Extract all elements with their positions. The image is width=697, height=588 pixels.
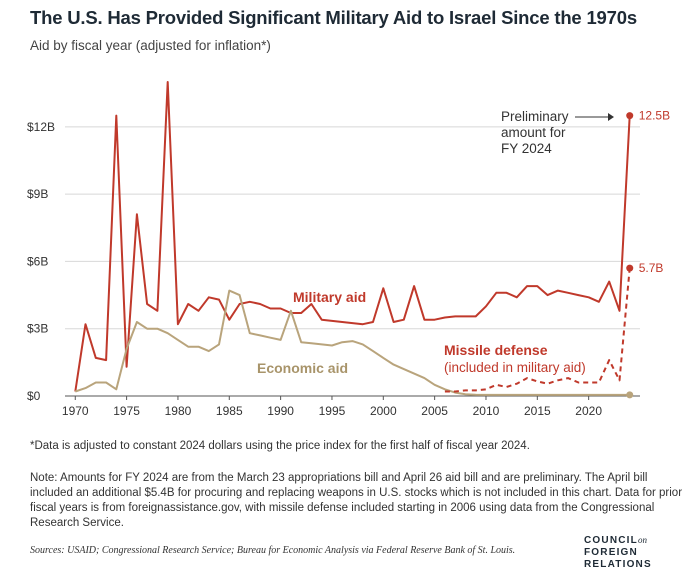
- missile-defense-sublabel: (included in military aid): [444, 360, 586, 375]
- preliminary-note: Preliminary: [501, 109, 569, 124]
- series-lines: [74, 81, 634, 399]
- chart-subtitle: Aid by fiscal year (adjusted for inflati…: [30, 38, 271, 53]
- preliminary-note: amount for: [501, 125, 566, 140]
- x-tick-label: 1975: [113, 404, 140, 418]
- footnote-adjustment: *Data is adjusted to constant 2024 dolla…: [30, 440, 530, 452]
- line-chart: $0 $3B $6B $9B $12B 1970 1975 1980 1985 1990 1995…: [27, 81, 670, 418]
- logo-line-1: COUNCIL: [584, 535, 638, 546]
- economic-aid-label: Economic aid: [257, 360, 348, 376]
- x-tick-label: 2015: [524, 404, 551, 418]
- military-aid-label: Military aid: [293, 289, 366, 305]
- logo-on: on: [637, 535, 647, 545]
- missile-defense-endpoint: [626, 264, 634, 272]
- y-axis-ticks: $0 $3B $6B $9B $12B: [27, 120, 55, 403]
- preliminary-note: FY 2024: [501, 141, 552, 156]
- x-tick-label: 2005: [421, 404, 448, 418]
- x-tick-label: 2000: [370, 404, 397, 418]
- missile-defense-line: [444, 268, 631, 393]
- economic-aid-endpoint: [626, 391, 634, 399]
- y-tick-label: $0: [27, 389, 41, 403]
- x-tick-label: 1995: [319, 404, 346, 418]
- missile-defense-2024-value: 5.7B: [639, 261, 664, 275]
- military-aid-2024-value: 12.5B: [639, 109, 670, 123]
- x-tick-label: 2010: [473, 404, 500, 418]
- footnote-note: Note: Amounts for FY 2024 are from the M…: [30, 472, 683, 529]
- x-tick-label: 2020: [575, 404, 602, 418]
- x-tick-label: 1980: [165, 404, 192, 418]
- chart-title: The U.S. Has Provided Significant Milita…: [30, 7, 637, 28]
- y-tick-label: $9B: [27, 187, 48, 201]
- gridlines: [65, 126, 640, 397]
- cfr-logo: COUNCILon FOREIGN RELATIONS: [584, 534, 652, 571]
- x-axis-ticks: 1970 1975 1980 1985 1990 1995 2000 2005 2010 2015…: [62, 396, 602, 418]
- military-aid-endpoint: [626, 112, 634, 120]
- preliminary-arrow-head: [608, 113, 614, 121]
- logo-line-3: RELATIONS: [584, 559, 652, 570]
- sources-line: Sources: USAID; Congressional Research S…: [30, 545, 516, 556]
- x-tick-label: 1985: [216, 404, 243, 418]
- x-tick-label: 1970: [62, 404, 89, 418]
- missile-defense-label: Missile defense: [444, 342, 548, 358]
- x-tick-label: 1990: [267, 404, 294, 418]
- logo-line-2: FOREIGN: [584, 547, 638, 558]
- y-tick-label: $6B: [27, 254, 48, 268]
- military-aid-line: [74, 81, 631, 392]
- economic-aid-line: [74, 289, 630, 396]
- y-tick-label: $3B: [27, 322, 48, 336]
- series-labels: Military aid Economic aid Missile defense (…: [257, 109, 670, 376]
- y-tick-label: $12B: [27, 120, 55, 134]
